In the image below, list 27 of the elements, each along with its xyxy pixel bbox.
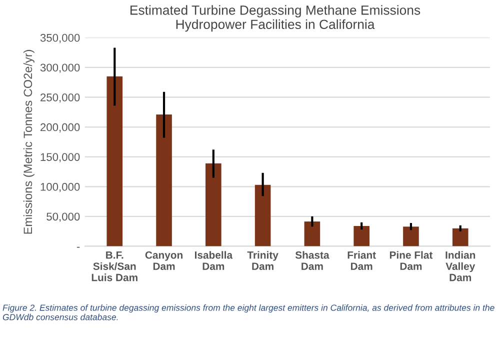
y-tick-label: 250,000 (40, 93, 80, 103)
y-tick-label: 300,000 (40, 64, 80, 73)
y-tick-label: 350,000 (40, 34, 80, 44)
bar (403, 226, 419, 246)
y-tick-label: 50,000 (46, 212, 80, 222)
bar (354, 226, 370, 246)
bar (304, 222, 320, 246)
y-tick-label: 100,000 (40, 182, 80, 192)
y-tick-label: 150,000 (40, 153, 80, 162)
x-tick-label: Trinity Dam (247, 251, 278, 270)
bar (156, 114, 172, 246)
caption: Figure 2. Estimates of turbine degassing emissions from the eight largest emitters in California, as derived from attributes in the GDWdb consensus database. (2, 304, 494, 320)
bar (254, 184, 271, 246)
x-tick-label: Friant Dam (348, 251, 376, 270)
x-tick-label: Canyon Dam (145, 251, 182, 270)
x-tick-label: Isabella Dam (195, 251, 233, 270)
x-tick-label: Shasta Dam (295, 251, 330, 270)
x-tick-label: Indian Valley Dam (446, 251, 476, 282)
x-tick-label: Pine Flat Dam (390, 251, 433, 270)
y-tick-label: 200,000 (40, 123, 80, 132)
x-tick-label: B.F. Sisk/San Luis Dam (92, 251, 138, 282)
y-tick-label: - (76, 246, 80, 248)
y-axis-title: Emissions (Metric Tonnes CO2e/yr) (23, 50, 34, 234)
chart-title: Estimated Turbine Degassing Methane Emissions Hydropower Facilities in California (130, 5, 420, 32)
bar (452, 228, 468, 246)
bar (206, 163, 222, 246)
bar (106, 76, 123, 246)
